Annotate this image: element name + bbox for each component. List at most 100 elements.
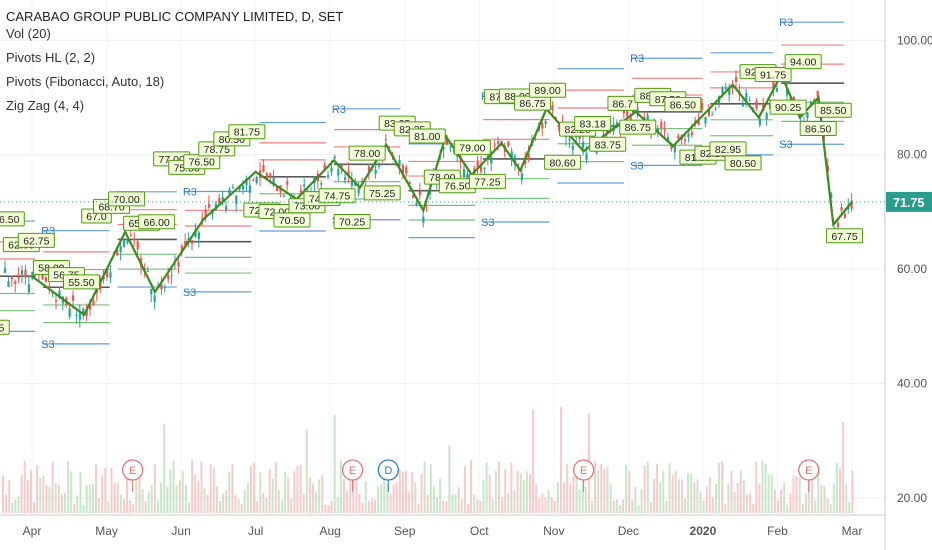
volume-bar — [547, 489, 550, 513]
candle-body — [119, 245, 122, 253]
price-tick-label: 40.00 — [897, 376, 927, 390]
volume-bar — [811, 465, 814, 513]
pivot-label-box — [664, 97, 702, 113]
volume-bar — [246, 482, 249, 513]
candle-body — [714, 108, 717, 110]
volume-bar — [504, 469, 507, 513]
indicator-pivots-hl[interactable]: Pivots HL (2, 2) — [6, 50, 96, 65]
volume-bar — [680, 479, 683, 513]
indicator-zigzag[interactable]: Zig Zag (4, 4) — [6, 98, 85, 113]
volume-bar — [91, 483, 94, 513]
volume-bar — [612, 500, 615, 513]
volume-bar — [696, 479, 699, 513]
volume-bar — [367, 500, 370, 513]
candle-body — [527, 153, 530, 161]
volume-bar — [116, 483, 119, 513]
marker-letter: E — [805, 465, 812, 477]
volume-bar — [460, 498, 463, 513]
earnings-marker: E — [572, 459, 595, 492]
pivot-label-box — [17, 232, 55, 248]
volume-bar — [321, 475, 324, 513]
volume-bar — [277, 489, 280, 513]
time-tick-label: Oct — [470, 524, 489, 538]
pivot-label: 91.75 — [754, 66, 792, 82]
volume-bar — [234, 494, 237, 513]
volume-bar — [553, 500, 556, 513]
volume-bar — [178, 480, 181, 513]
volume-bar — [522, 479, 525, 513]
pivot-label-box — [529, 82, 567, 98]
indicator-pivots-fib[interactable]: Pivots (Fibonacci, Auto, 18) — [6, 74, 165, 89]
time-tick-label: May — [95, 524, 118, 538]
volume-bar — [203, 487, 206, 513]
pivot-level-label: R3 — [183, 186, 197, 198]
pivot-label-text: 90.25 — [775, 102, 801, 114]
volume-bar — [597, 469, 600, 513]
candle-body — [466, 173, 469, 182]
candle-body — [89, 304, 92, 310]
volume-bar — [212, 467, 215, 513]
pivot-label-text: 70.00 — [113, 194, 139, 206]
pivot-label-box — [769, 99, 807, 115]
candle-body — [446, 139, 449, 145]
pivot-label-text: 76.50 — [189, 157, 215, 169]
volume-bar — [721, 461, 724, 513]
volume-bar — [336, 497, 339, 513]
volume-bar — [733, 491, 736, 513]
volume-bar — [305, 429, 308, 513]
candle-body — [571, 145, 574, 150]
volume-bar — [23, 460, 26, 513]
candle-body — [177, 262, 180, 267]
volume-bar — [739, 470, 742, 513]
indicator-vol[interactable]: Vol (20) — [6, 26, 51, 41]
volume-bar — [485, 462, 488, 513]
volume-bar — [463, 465, 466, 513]
volume-bar — [829, 504, 832, 513]
candle-body — [401, 164, 404, 174]
pivot-level-label: S3 — [183, 287, 196, 299]
volume-bar — [606, 466, 609, 513]
volume-bar — [48, 486, 51, 513]
pivot-label: 70.50 — [273, 212, 311, 228]
candle-body — [126, 239, 129, 243]
volume-bar — [646, 461, 649, 513]
time-tick-label: Nov — [543, 524, 564, 538]
volume-bar — [175, 485, 178, 513]
volume-bar — [122, 498, 125, 513]
pivot-levels: R3S3R3S3R3S3R3S3R3S3R3S3 — [0, 17, 844, 351]
pivot-label-text: 78.75 — [204, 144, 230, 156]
candle-body — [31, 271, 34, 279]
pivot-label-text: 77.25 — [474, 176, 500, 188]
volume-bar — [454, 494, 457, 513]
volume-bar — [2, 475, 4, 513]
candle-body — [667, 137, 670, 143]
candle-body — [748, 100, 751, 102]
volume-bar — [525, 471, 528, 513]
volume-bar — [129, 500, 132, 513]
time-axis[interactable]: Apr May Jun Jul Aug Sep Oct Nov Dec 2020 Feb Mar — [0, 514, 885, 538]
pivot-label: 81.75 — [228, 124, 266, 140]
volume-bar — [20, 474, 23, 513]
volume-bar — [823, 485, 826, 513]
volume-bar — [491, 499, 494, 513]
volume-bar — [73, 503, 76, 513]
volume-bar — [82, 504, 85, 513]
volume-bar — [5, 494, 8, 513]
volume-bar — [640, 488, 643, 513]
volume-bar — [79, 471, 82, 513]
pivot-label-text: 51.75 — [0, 322, 5, 334]
volume-bar — [615, 498, 618, 513]
volume-bar — [302, 494, 305, 513]
pivot-label-box — [108, 191, 146, 207]
volume-bar — [271, 478, 274, 513]
candle-body — [646, 114, 649, 121]
candle-body — [775, 88, 778, 92]
volume-bar — [296, 466, 299, 513]
volume-bar — [622, 499, 624, 513]
price-axis-bg — [885, 0, 932, 550]
volume-bar — [76, 495, 79, 513]
candle-body — [340, 165, 343, 168]
pivot-label-text: 83.75 — [595, 139, 621, 151]
